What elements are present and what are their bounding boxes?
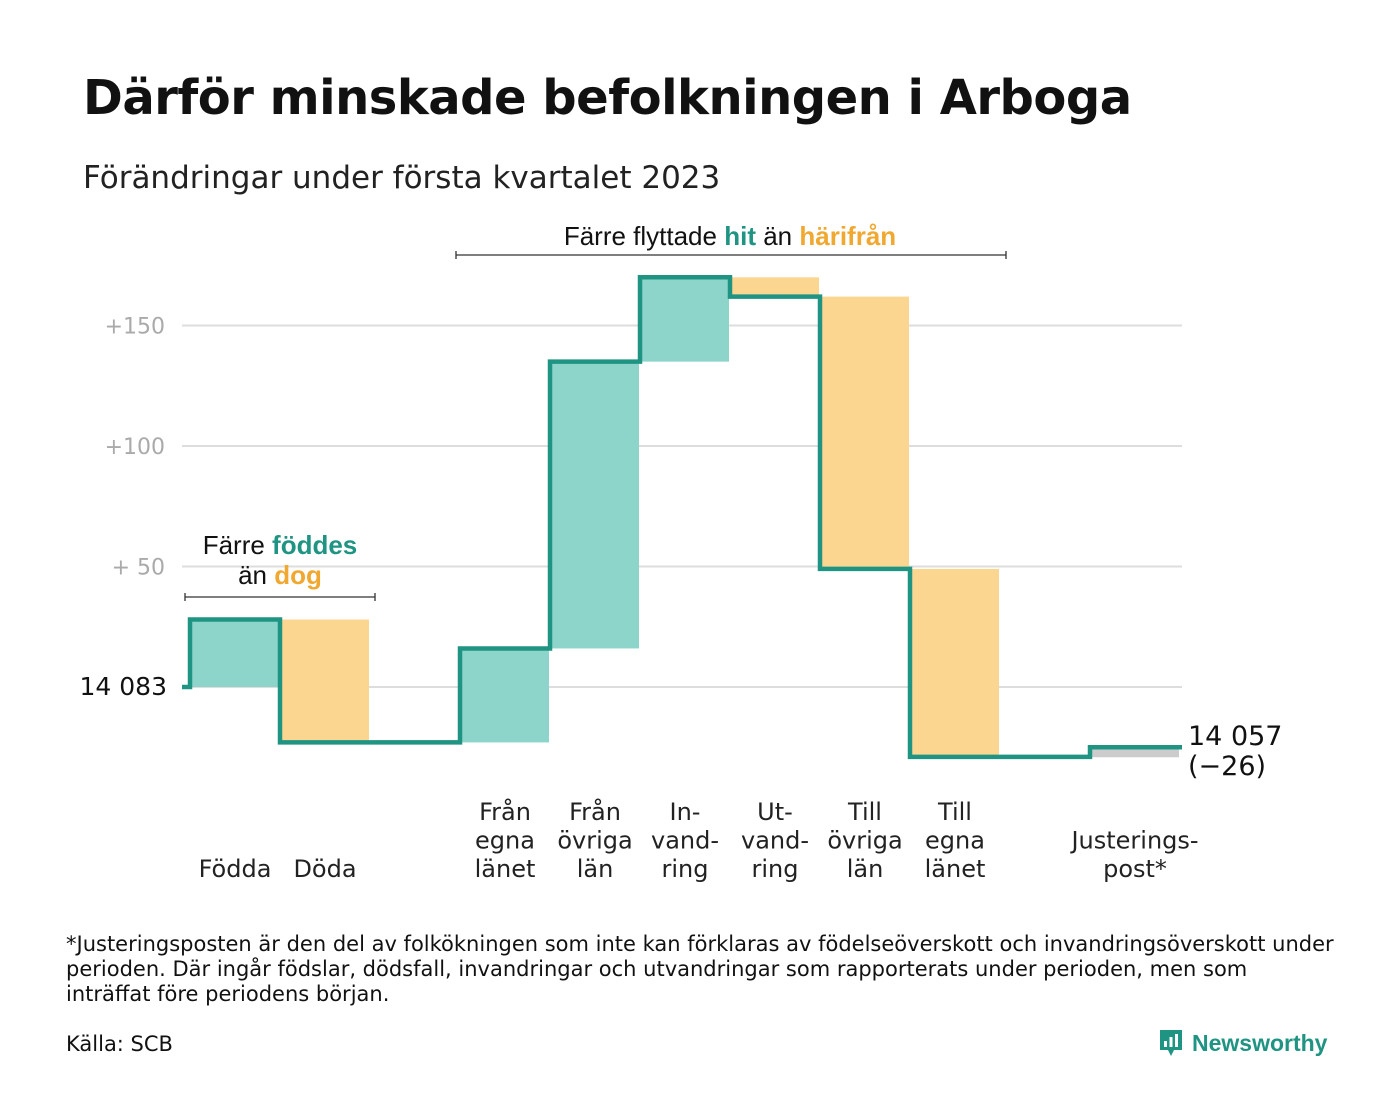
category-label: ring: [752, 855, 799, 883]
footnote: *Justeringsposten är den del av folkökni…: [66, 932, 1334, 1006]
bars: [191, 277, 1179, 758]
category-label: Ut-: [757, 798, 793, 826]
y-tick-label: +150: [105, 315, 165, 340]
category-label: län: [847, 855, 884, 883]
category-label: Justerings-: [1069, 827, 1198, 855]
newsworthy-logo-icon: [1160, 1030, 1182, 1056]
category-label: länet: [475, 855, 536, 883]
end-change-label: (−26): [1188, 751, 1266, 782]
start-value-label: 14 083: [80, 672, 167, 701]
category-label: In-: [670, 798, 701, 826]
step-line: [182, 275, 1182, 760]
category-label: Till: [847, 798, 882, 826]
births-ann-highlight: föddes: [272, 530, 357, 560]
end-value-label: 14 057: [1188, 721, 1282, 752]
bar-från-övriga-län: [551, 361, 639, 649]
category-label: län: [577, 855, 614, 883]
category-labels: Födda DödaFrånegnalänetFrånövrigalänIn-va…: [199, 797, 1199, 883]
category-label: länet: [925, 855, 986, 883]
bar-födda: [191, 619, 279, 687]
category-label: vand-: [651, 827, 719, 855]
moves-ann-pre: Färre flyttade: [564, 221, 724, 251]
y-tick-label: + 50: [112, 556, 165, 581]
births-annotation: Färre föddes än dog: [184, 530, 376, 601]
category-label: Födda: [199, 855, 272, 883]
category-label: Till: [937, 798, 972, 826]
moves-annotation: Färre flyttade hit än härifrån: [455, 221, 1007, 259]
category-label: Döda: [293, 855, 356, 883]
chart-title: Därför minskade befolkningen i Arboga: [83, 70, 1132, 126]
svg-text:än dog: än dog: [238, 560, 322, 590]
moves-ann-hit: hit: [724, 221, 756, 251]
category-label: egna: [475, 827, 535, 855]
bar-invandring: [641, 277, 729, 362]
category-label: övriga: [557, 827, 632, 855]
category-label: övriga: [827, 827, 902, 855]
brand-logo: Newsworthy: [1158, 1028, 1327, 1058]
bar-justeringspost-: [1091, 747, 1179, 758]
bar-utvandring: [731, 277, 819, 297]
moves-bracket: [455, 251, 1007, 259]
bar-till-övriga-län: [821, 296, 909, 569]
bar-från-egna-länet: [461, 648, 549, 743]
category-label: vand-: [741, 827, 809, 855]
category-label: Från: [569, 797, 621, 826]
moves-ann-mid: än: [756, 221, 799, 251]
births-ann-pre: Färre: [203, 530, 272, 560]
births-bracket: [184, 593, 376, 601]
category-label: ring: [662, 855, 709, 883]
deaths-ann-highlight: dog: [274, 560, 322, 590]
bar-till-egna-länet: [911, 568, 999, 757]
chart-subtitle: Förändringar under första kvartalet 2023: [83, 160, 721, 196]
moves-ann-harifran: härifrån: [799, 221, 896, 251]
category-label: egna: [925, 827, 985, 855]
cumulative-step-line: [182, 275, 1182, 760]
brand-name: Newsworthy: [1192, 1029, 1328, 1056]
category-label: Från: [479, 797, 531, 826]
bar-döda: [281, 619, 369, 743]
category-label: post*: [1103, 855, 1167, 883]
y-tick-label: +100: [105, 435, 165, 460]
svg-text:Färre föddes: Färre föddes: [203, 530, 358, 560]
source-label: Källa: SCB: [66, 1032, 173, 1056]
deaths-ann-pre: än: [238, 560, 274, 590]
svg-text:Färre flyttade hit än härifrån: Färre flyttade hit än härifrån: [564, 221, 896, 251]
